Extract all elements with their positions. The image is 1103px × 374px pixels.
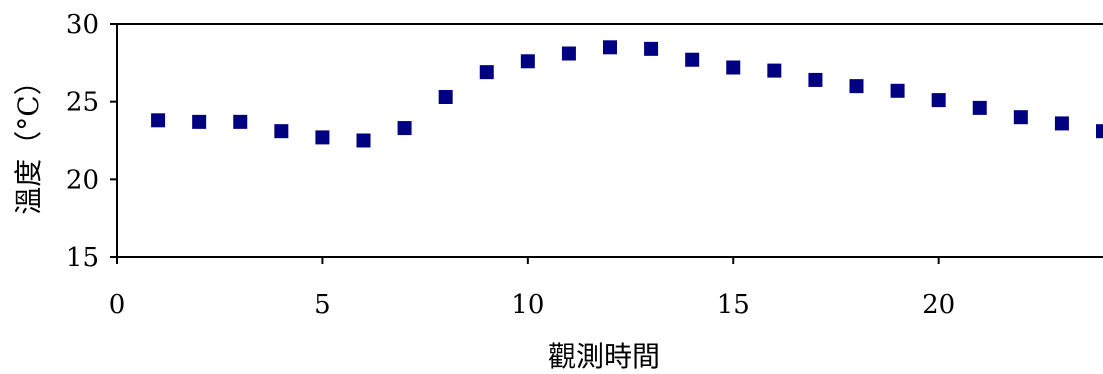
data-point — [808, 72, 823, 87]
x-tick-label: 0 — [109, 290, 126, 320]
data-point — [767, 63, 782, 78]
data-point — [890, 83, 905, 98]
data-point — [726, 60, 741, 75]
data-point — [479, 65, 494, 80]
data-point — [151, 113, 166, 128]
data-point — [1013, 110, 1028, 125]
data-point — [192, 114, 207, 129]
data-point — [438, 90, 453, 105]
data-point — [520, 54, 535, 69]
data-points — [151, 40, 1103, 148]
y-axis-ticks: 30 25 20 15 — [66, 10, 117, 273]
x-tick-label: 10 — [511, 290, 544, 320]
data-point — [603, 40, 617, 55]
x-tick-label: 20 — [922, 290, 955, 320]
data-point — [274, 124, 289, 139]
plot-area — [116, 23, 1103, 258]
data-point — [972, 100, 987, 115]
y-tick-label: 20 — [66, 165, 99, 195]
y-tick-label: 15 — [66, 243, 99, 273]
data-point — [315, 130, 330, 145]
y-axis-title: 溫度（°C） — [12, 67, 45, 214]
x-tick-label: 15 — [717, 290, 750, 320]
data-point — [685, 52, 700, 67]
x-axis-title: 觀測時間 — [548, 340, 660, 373]
x-tick-label: 5 — [314, 290, 331, 320]
x-axis-ticks: 0 5 10 15 20 — [109, 257, 955, 320]
data-point — [561, 46, 576, 61]
y-tick-label: 30 — [66, 10, 99, 40]
data-point — [849, 79, 864, 94]
data-point — [644, 41, 659, 56]
data-point — [1096, 124, 1103, 139]
data-point — [397, 121, 412, 136]
data-point — [1054, 116, 1069, 131]
data-point — [233, 114, 248, 129]
data-point — [356, 133, 371, 148]
data-point — [931, 93, 946, 108]
y-tick-label: 25 — [66, 88, 99, 118]
